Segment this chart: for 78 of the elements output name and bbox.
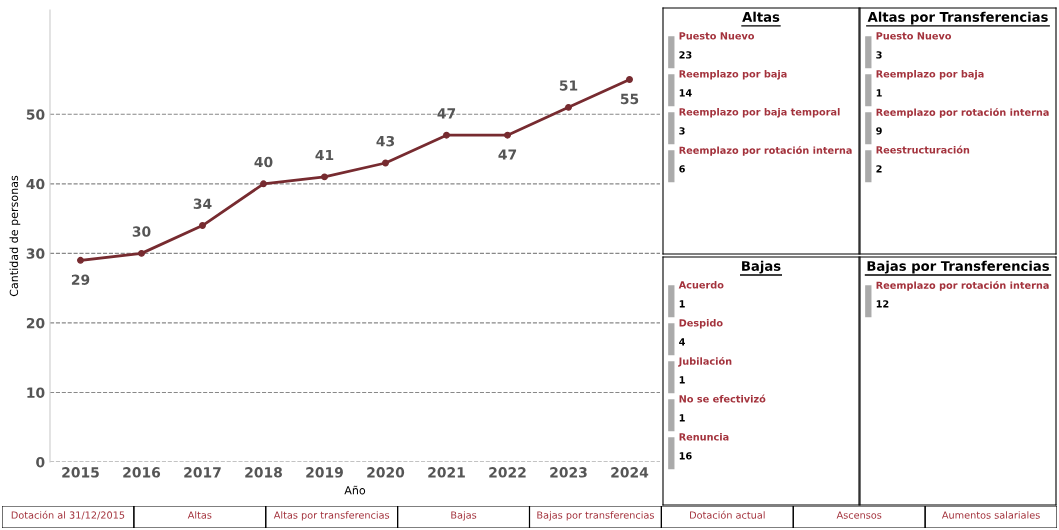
text: Bajas por transferencias <box>537 511 654 521</box>
text: 1 <box>876 89 882 97</box>
text: Puesto Nuevo <box>679 32 755 40</box>
text: Reestructuración <box>876 145 970 154</box>
text: Reemplazo por baja temporal <box>679 108 840 118</box>
x-tick-label: 2019 <box>306 467 343 478</box>
text: Despido <box>679 319 723 329</box>
text: 9 <box>876 127 882 135</box>
text: Aumentos salariales <box>941 511 1040 519</box>
data-label: 51 <box>559 80 578 91</box>
text: Acuerdo <box>678 281 724 289</box>
text: 2 <box>876 165 882 173</box>
x-tick-label: 2015 <box>62 467 99 478</box>
x-tick-label: 2021 <box>428 467 465 478</box>
data-label: 43 <box>376 135 395 147</box>
text: Jubilación <box>678 356 732 367</box>
text: Bajas por Transferencias <box>867 260 1050 274</box>
data-label: 29 <box>71 274 90 285</box>
point <box>504 131 511 139</box>
x-tick-label: 2018 <box>245 467 282 478</box>
text: Reemplazo por baja <box>876 70 984 80</box>
text: Bajas <box>451 511 477 521</box>
text: 1 <box>679 376 685 384</box>
y-axis-title: Cantidad de personas <box>9 175 21 297</box>
x-tick-label: 2023 <box>550 467 587 478</box>
y-tick-label: 40 <box>26 178 45 190</box>
text: Dotación actual <box>690 510 765 519</box>
text: Bajas <box>742 260 781 274</box>
text: Altas por transferencias <box>273 511 390 521</box>
y-tick-label: 10 <box>27 387 45 398</box>
data-label: 47 <box>498 149 517 160</box>
data-label: 30 <box>132 226 151 237</box>
text: Altas <box>742 11 780 22</box>
point <box>626 76 633 84</box>
data-label: 40 <box>254 156 273 168</box>
x-tick-label: 2024 <box>611 467 649 478</box>
text: Reemplazo por rotación interna <box>876 281 1049 291</box>
text: No se efectivizó <box>679 394 766 403</box>
text: 3 <box>679 127 685 135</box>
x-axis-title: Año <box>344 485 366 495</box>
text: Renuncia <box>679 433 729 441</box>
point <box>138 249 145 257</box>
x-tick-label: 2022 <box>489 467 526 478</box>
point <box>260 180 267 188</box>
data-label: 34 <box>193 198 212 209</box>
point <box>199 222 206 230</box>
y-tick-label: 30 <box>26 248 45 259</box>
x-tick-label: 2016 <box>123 467 161 478</box>
x-tick-label: 2020 <box>367 467 405 478</box>
text: Ascensos <box>836 511 882 519</box>
data-label: 41 <box>315 149 334 161</box>
text: Altas por Transferencias <box>867 11 1048 25</box>
x-tick-label: 2017 <box>184 467 221 478</box>
y-tick-label: 0 <box>36 456 45 468</box>
text: Reemplazo por rotación interna <box>679 146 852 156</box>
text: 4 <box>679 338 685 346</box>
point <box>565 103 572 111</box>
text: 1 <box>679 300 685 308</box>
point <box>77 256 84 264</box>
y-tick-label: 50 <box>26 109 45 120</box>
text: 3 <box>876 51 882 59</box>
text: 14 <box>679 89 692 97</box>
text: 12 <box>876 300 889 308</box>
point <box>321 173 328 181</box>
y-tick-label: 20 <box>26 317 45 329</box>
data-label: 47 <box>437 108 456 119</box>
text: Altas <box>187 511 212 519</box>
text: 23 <box>679 51 692 59</box>
text: Reemplazo por rotación interna <box>876 108 1049 118</box>
data-label: 55 <box>620 93 639 105</box>
text: Dotación al 31/12/2015 <box>11 510 125 520</box>
text: Puesto Nuevo <box>876 32 952 40</box>
text: 1 <box>679 414 685 422</box>
text: 16 <box>679 452 692 460</box>
point <box>443 131 450 139</box>
text: Reemplazo por baja <box>679 70 787 80</box>
point <box>382 159 389 167</box>
text: 6 <box>679 165 685 173</box>
